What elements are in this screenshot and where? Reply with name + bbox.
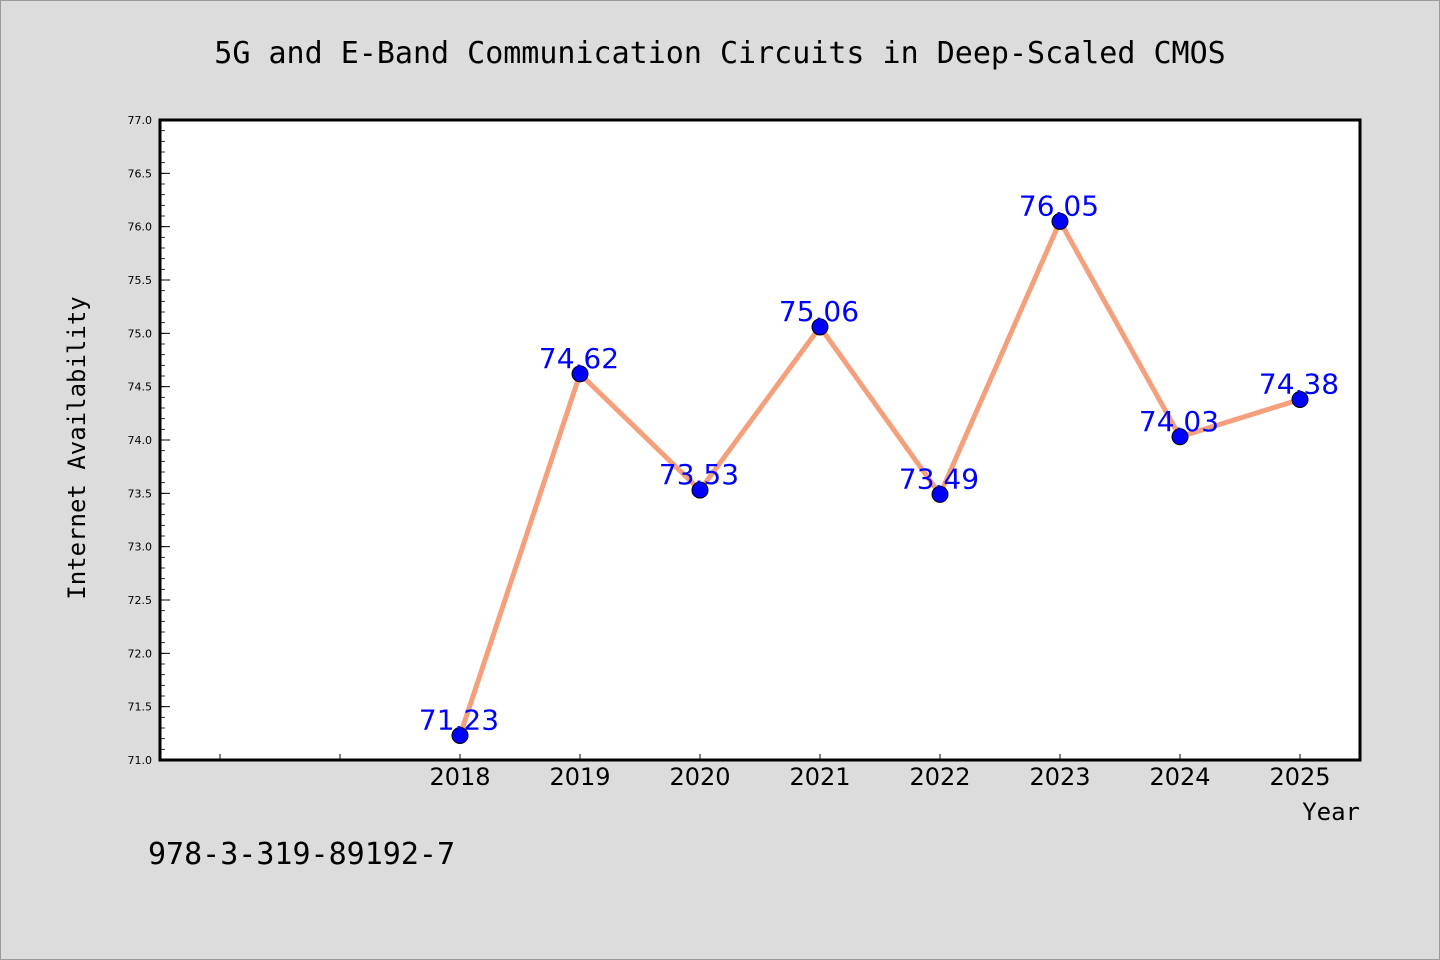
data-point [451, 726, 469, 744]
data-point [571, 365, 589, 383]
data-point [811, 318, 829, 336]
y-tick-label: 74.5 [128, 381, 153, 394]
isbn-footnote: 978-3-319-89192-7 [148, 837, 455, 872]
data-point [1051, 212, 1069, 230]
plot-area [160, 120, 1360, 760]
data-point [1291, 390, 1309, 408]
data-label: 74.03 [1139, 405, 1219, 438]
data-label: 75.06 [779, 295, 859, 328]
data-label: 74.62 [539, 342, 619, 375]
x-tick-label: 2024 [1149, 763, 1210, 791]
x-tick-label: 2023 [1029, 763, 1090, 791]
x-tick-label: 2018 [429, 763, 490, 791]
x-axis: 2018 2019 2020 2021 2022 2023 2024 2025 [219, 754, 1331, 791]
data-label-layer: 71.23 74.62 73.53 75.06 73.49 76.05 74.03 74.38 [419, 189, 1339, 736]
y-axis-label: Internet Availability [63, 296, 91, 599]
y-tick-label: 75.0 [128, 327, 153, 340]
series-line [457, 215, 1301, 737]
x-tick-label: 2019 [549, 763, 610, 791]
data-label: 73.53 [659, 458, 739, 491]
y-tick-label: 76.5 [128, 167, 153, 180]
y-tick-label: 73.0 [128, 541, 153, 554]
series-layer [451, 212, 1309, 744]
y-tick-label: 72.0 [128, 647, 153, 660]
y-tick-label: 73.5 [128, 487, 153, 500]
x-tick-label: 2021 [789, 763, 850, 791]
x-tick-label: 2025 [1269, 763, 1330, 791]
data-point [1171, 428, 1189, 446]
y-tick-label: 76.0 [128, 221, 153, 234]
data-label: 76.05 [1019, 189, 1099, 222]
y-tick-label: 72.5 [128, 594, 153, 607]
x-tick-label: 2022 [909, 763, 970, 791]
chart-title: 5G and E-Band Communication Circuits in … [214, 36, 1225, 71]
plot-border [158, 118, 1362, 762]
y-tick-label: 71.5 [128, 701, 153, 714]
y-axis: 71.0 71.5 72.0 72.5 73.0 73.5 74.0 74.5 75.0 75.5… [128, 114, 170, 767]
y-tick-label: 75.5 [128, 274, 153, 287]
data-point [691, 481, 709, 499]
data-label: 71.23 [419, 703, 499, 736]
x-axis-label: Year [1302, 798, 1360, 826]
y-tick-label: 74.0 [128, 434, 153, 447]
data-point [931, 485, 949, 503]
data-label: 74.38 [1259, 367, 1339, 400]
y-tick-label: 77.0 [128, 114, 153, 127]
x-tick-label: 2020 [669, 763, 730, 791]
y-tick-label: 71.0 [128, 754, 153, 767]
data-label: 73.49 [899, 462, 979, 495]
